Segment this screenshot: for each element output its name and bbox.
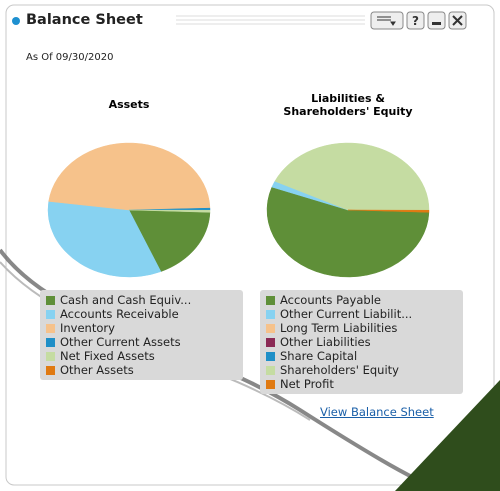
legend-item: Cash and Cash Equiv... — [46, 293, 237, 307]
pie-slice — [128, 209, 211, 272]
legend-item: Accounts Payable — [266, 293, 457, 307]
view-balance-sheet-link[interactable]: View Balance Sheet — [320, 405, 434, 419]
legend-swatch — [46, 324, 55, 333]
legend-swatch — [46, 338, 55, 347]
legend-label: Long Term Liabilities — [280, 321, 398, 335]
legend-label: Inventory — [60, 321, 115, 335]
widget-title: Balance Sheet — [26, 12, 143, 28]
legend-label: Accounts Receivable — [60, 307, 179, 321]
legend-swatch — [46, 310, 55, 319]
legend: Accounts Payable Other Current Liabilit..… — [260, 290, 463, 394]
legend-label: Shareholders' Equity — [280, 363, 399, 377]
legend-item: Other Current Liabilit... — [266, 307, 457, 321]
pie-slice — [347, 209, 430, 213]
legend-swatch — [266, 366, 275, 375]
legend-item: Net Profit — [266, 377, 457, 391]
as-of-date: As Of 09/30/2020 — [26, 52, 114, 63]
legend-swatch — [46, 352, 55, 361]
legend-label: Accounts Payable — [280, 293, 381, 307]
legend-item: Long Term Liabilities — [266, 321, 457, 335]
legend-label: Other Assets — [60, 363, 134, 377]
pie-slice — [47, 201, 162, 278]
chart-title: Liabilities & Shareholders' Equity — [283, 92, 413, 118]
legend: Cash and Cash Equiv... Accounts Receivabl… — [40, 290, 243, 380]
legend-label: Net Profit — [280, 377, 334, 391]
legend-swatch — [266, 338, 275, 347]
pie-slice — [274, 142, 430, 211]
legend-swatch — [266, 324, 275, 333]
legend-label: Share Capital — [280, 349, 358, 363]
legend-swatch — [266, 310, 275, 319]
legend-label: Other Current Assets — [60, 335, 181, 349]
svg-text:?: ? — [412, 14, 419, 28]
legend-item: Other Assets — [46, 363, 237, 377]
pie-slice — [128, 209, 211, 213]
legend-swatch — [46, 296, 55, 305]
legend-swatch — [46, 366, 55, 375]
legend-item: Share Capital — [266, 349, 457, 363]
legend-item: Other Liabilities — [266, 335, 457, 349]
pie-slice — [266, 186, 430, 278]
legend-swatch — [266, 296, 275, 305]
legend-item: Other Current Assets — [46, 335, 237, 349]
legend-item: Inventory — [46, 321, 237, 335]
chart-title: Assets — [108, 98, 150, 111]
pie-slice — [48, 142, 211, 211]
legend-item: Accounts Receivable — [46, 307, 237, 321]
legend-swatch — [266, 352, 275, 361]
legend-item: Net Fixed Assets — [46, 349, 237, 363]
legend-swatch — [266, 380, 275, 389]
legend-label: Other Liabilities — [280, 335, 371, 349]
legend-item: Shareholders' Equity — [266, 363, 457, 377]
legend-label: Cash and Cash Equiv... — [60, 293, 192, 307]
legend-label: Net Fixed Assets — [60, 349, 155, 363]
legend-label: Other Current Liabilit... — [280, 307, 413, 321]
